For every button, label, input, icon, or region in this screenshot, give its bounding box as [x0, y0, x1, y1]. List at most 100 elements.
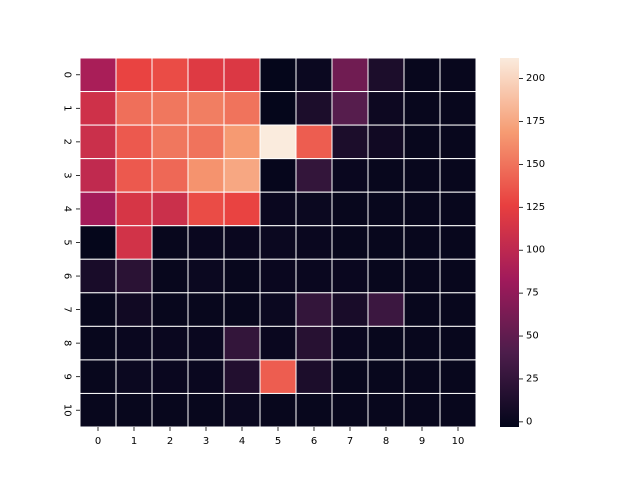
colorbar-tick-label-6: 150 [526, 159, 545, 170]
heatmap-cell-9-9 [403, 359, 441, 394]
heatmap-cell-0-0 [79, 57, 117, 93]
x-tick-label-1: 1 [131, 436, 137, 447]
heatmap-cell-4-7 [331, 191, 369, 227]
heatmap-cell-4-10 [439, 191, 477, 227]
x-tick-label-8: 8 [383, 436, 389, 447]
heatmap-cell-5-8 [367, 225, 405, 260]
heatmap-cell-7-10 [439, 292, 477, 327]
y-axis: 0 1 2 3 4 5 6 7 8 9 10 [62, 72, 80, 417]
heatmap-cell-0-2 [151, 57, 189, 93]
heatmap-cell-6-3 [187, 258, 225, 294]
heatmap-cell-1-10 [439, 91, 477, 126]
heatmap-cell-5-3 [187, 225, 225, 260]
heatmap-cell-6-5 [259, 258, 297, 294]
heatmap-cell-5-2 [151, 225, 189, 260]
y-tick-label-2: 2 [62, 139, 73, 145]
colorbar-tick-label-2: 50 [526, 331, 539, 342]
heatmap-cell-0-4 [223, 57, 261, 93]
heatmap-cell-5-6 [295, 225, 333, 260]
heatmap-cell-5-7 [331, 225, 369, 260]
y-tick-label-9: 9 [62, 373, 73, 379]
heatmap-cell-8-10 [439, 325, 477, 361]
heatmap-cell-8-1 [115, 325, 153, 361]
heatmap-cell-5-5 [259, 225, 297, 260]
heatmap-cell-6-1 [115, 258, 153, 294]
heatmap-cell-1-7 [331, 91, 369, 126]
heatmap-cell-9-1 [115, 359, 153, 394]
y-tick-label-10: 10 [62, 404, 73, 417]
heatmap-cell-6-9 [403, 258, 441, 294]
heatmap-cell-7-2 [151, 292, 189, 327]
heatmap-cell-10-2 [151, 392, 189, 428]
heatmap-cell-4-2 [151, 191, 189, 227]
heatmap-cell-4-0 [79, 191, 117, 227]
y-tick-label-7: 7 [62, 306, 73, 312]
heatmap-cell-6-6 [295, 258, 333, 294]
heatmap-cell-0-6 [295, 57, 333, 93]
heatmap-cell-9-8 [367, 359, 405, 394]
heatmap-cell-9-3 [187, 359, 225, 394]
heatmap-cell-1-5 [259, 91, 297, 126]
heatmap-cell-7-0 [79, 292, 117, 327]
heatmap-cell-5-1 [115, 225, 153, 260]
heatmap-cell-4-9 [403, 191, 441, 227]
heatmap-cell-2-1 [115, 124, 153, 160]
heatmap-cell-2-2 [151, 124, 189, 160]
heatmap-cell-2-3 [187, 124, 225, 160]
colorbar-tick-label-8: 200 [526, 73, 545, 84]
heatmap-cells [79, 57, 477, 428]
y-tick-label-4: 4 [62, 206, 73, 212]
heatmap-cell-1-9 [403, 91, 441, 126]
heatmap-cell-8-5 [259, 325, 297, 361]
x-tick-label-4: 4 [239, 436, 245, 447]
heatmap-cell-0-8 [367, 57, 405, 93]
heatmap-cell-9-10 [439, 359, 477, 394]
colorbar-tick-label-4: 100 [526, 245, 545, 256]
heatmap-cell-2-8 [367, 124, 405, 160]
heatmap-cell-1-4 [223, 91, 261, 126]
heatmap-cell-4-8 [367, 191, 405, 227]
heatmap-cell-0-3 [187, 57, 225, 93]
heatmap-cell-6-7 [331, 258, 369, 294]
heatmap-cell-2-6 [295, 124, 333, 160]
heatmap-cell-7-3 [187, 292, 225, 327]
heatmap-cell-0-9 [403, 57, 441, 93]
heatmap-cell-3-6 [295, 158, 333, 193]
heatmap-cell-8-4 [223, 325, 261, 361]
heatmap-cell-8-8 [367, 325, 405, 361]
heatmap-cell-4-5 [259, 191, 297, 227]
heatmap-cell-4-3 [187, 191, 225, 227]
heatmap-cell-10-7 [331, 392, 369, 428]
x-tick-label-0: 0 [95, 436, 101, 447]
colorbar-gradient [500, 58, 519, 427]
heatmap-cell-10-3 [187, 392, 225, 428]
heatmap-cell-3-10 [439, 158, 477, 193]
heatmap-cell-5-9 [403, 225, 441, 260]
colorbar-tick-label-5: 125 [526, 202, 545, 213]
heatmap-cell-7-8 [367, 292, 405, 327]
heatmap-cell-3-8 [367, 158, 405, 193]
x-axis: 0 1 2 3 4 5 6 7 8 9 10 [95, 427, 464, 447]
heatmap-cell-8-9 [403, 325, 441, 361]
heatmap-cell-2-9 [403, 124, 441, 160]
colorbar-tick-label-0: 0 [526, 416, 532, 427]
heatmap-cell-7-9 [403, 292, 441, 327]
heatmap-cell-2-7 [331, 124, 369, 160]
x-tick-label-6: 6 [311, 436, 317, 447]
heatmap-cell-1-1 [115, 91, 153, 126]
heatmap-cell-8-2 [151, 325, 189, 361]
heatmap-cell-9-5 [259, 359, 297, 394]
heatmap-cell-3-5 [259, 158, 297, 193]
heatmap-cell-8-6 [295, 325, 333, 361]
colorbar-tick-label-7: 175 [526, 116, 545, 127]
colorbar: 0 25 50 75 100 125 150 175 200 [500, 58, 545, 427]
heatmap-cell-3-0 [79, 158, 117, 193]
heatmap-cell-3-3 [187, 158, 225, 193]
heatmap-cell-7-5 [259, 292, 297, 327]
heatmap-cell-6-0 [79, 258, 117, 294]
heatmap-cell-3-7 [331, 158, 369, 193]
heatmap-cell-9-6 [295, 359, 333, 394]
heatmap-cell-10-10 [439, 392, 477, 428]
y-tick-label-1: 1 [62, 105, 73, 111]
